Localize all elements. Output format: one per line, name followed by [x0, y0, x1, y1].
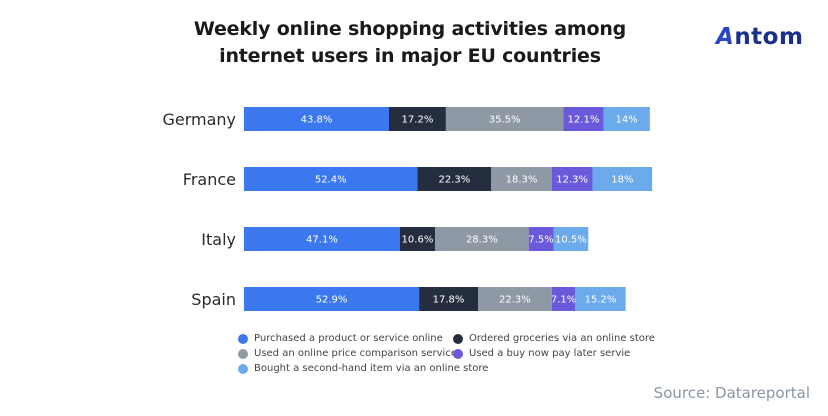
bar-segment-spain-3: [551, 287, 576, 311]
legend-item-3: Used a buy now pay later servie: [453, 348, 630, 359]
bar-segment-france-2: [491, 167, 552, 191]
data-label-france-4: 18%: [611, 175, 633, 186]
bar-segment-germany-0: [244, 107, 389, 131]
data-label-italy-3: 7.5%: [528, 235, 553, 246]
bar-segment-germany-1: [388, 107, 446, 131]
legend-label: Used an online price comparison service: [254, 348, 457, 359]
data-label-spain-3: 7.1%: [551, 295, 576, 306]
legend-item-4: Bought a second-hand item via an online …: [238, 363, 488, 374]
category-label-germany: Germany: [162, 110, 236, 129]
bar-segment-italy-1: [399, 227, 435, 251]
bar-segment-germany-4: [603, 107, 650, 131]
data-label-spain-4: 15.2%: [585, 295, 617, 306]
bar-segment-spain-2: [478, 287, 552, 311]
antom-logo: Antom: [716, 24, 803, 50]
data-label-germany-2: 35.5%: [489, 115, 521, 126]
bar-segment-italy-2: [434, 227, 529, 251]
data-label-germany-3: 12.1%: [568, 115, 600, 126]
logo-letter-a: A: [716, 24, 735, 50]
bar-segment-france-0: [244, 167, 418, 191]
chart-title-line-1: Weekly online shopping activities among: [193, 18, 627, 40]
bar-segment-italy-3: [528, 227, 554, 251]
legend-dot-icon: [238, 363, 248, 374]
data-label-germany-4: 14%: [616, 115, 638, 126]
chart-title-line-2: internet users in major EU countries: [219, 45, 601, 67]
bar-segment-france-1: [417, 167, 492, 191]
bar-segment-germany-2: [445, 107, 564, 131]
legend-label: Bought a second-hand item via an online …: [254, 363, 489, 374]
legend-item-2: Used an online price comparison service: [238, 348, 457, 359]
legend-item-0: Purchased a product or service online: [238, 333, 443, 344]
data-label-italy-1: 10.6%: [402, 235, 434, 246]
data-label-germany-0: 43.8%: [301, 115, 333, 126]
bar-segment-spain-0: [244, 287, 420, 311]
bar-segment-italy-0: [244, 227, 400, 251]
logo-text-rest: ntom: [734, 24, 804, 50]
bar-segment-germany-3: [563, 107, 604, 131]
category-label-italy: Italy: [201, 230, 236, 249]
bar-segment-italy-4: [553, 227, 589, 251]
category-label-spain: Spain: [191, 290, 236, 309]
legend-dot-icon: [238, 348, 248, 359]
data-label-france-0: 52.4%: [315, 175, 347, 186]
legend-dot-icon: [453, 348, 463, 359]
bar-segment-france-4: [592, 167, 653, 191]
bar-segment-spain-4: [575, 287, 626, 311]
category-label-france: France: [183, 170, 236, 189]
data-label-france-2: 18.3%: [506, 175, 538, 186]
data-label-spain-1: 17.8%: [433, 295, 465, 306]
data-label-italy-0: 47.1%: [306, 235, 338, 246]
data-label-spain-2: 22.3%: [499, 295, 531, 306]
data-label-spain-0: 52.9%: [316, 295, 348, 306]
data-label-italy-4: 10.5%: [555, 235, 587, 246]
data-label-france-3: 12.3%: [556, 175, 588, 186]
data-label-italy-2: 28.3%: [466, 235, 498, 246]
bar-segment-spain-1: [419, 287, 479, 311]
bar-segment-france-3: [551, 167, 593, 191]
chart-title: Weekly online shopping activities among …: [180, 16, 640, 70]
data-label-france-1: 22.3%: [438, 175, 470, 186]
legend-dot-icon: [453, 333, 463, 344]
legend-dot-icon: [238, 333, 248, 344]
stacked-bar-chart: Germany 43.8% 17.2% 35.5% 12.1% 14% France 52.4…: [162, 107, 653, 311]
legend-label: Ordered groceries via an online store: [469, 333, 655, 344]
data-label-germany-1: 17.2%: [402, 115, 434, 126]
legend-label: Used a buy now pay later servie: [469, 348, 631, 359]
legend-label: Purchased a product or service online: [254, 333, 443, 344]
legend-item-1: Ordered groceries via an online store: [453, 333, 655, 344]
source-note: Source: Datareportal: [653, 384, 810, 402]
